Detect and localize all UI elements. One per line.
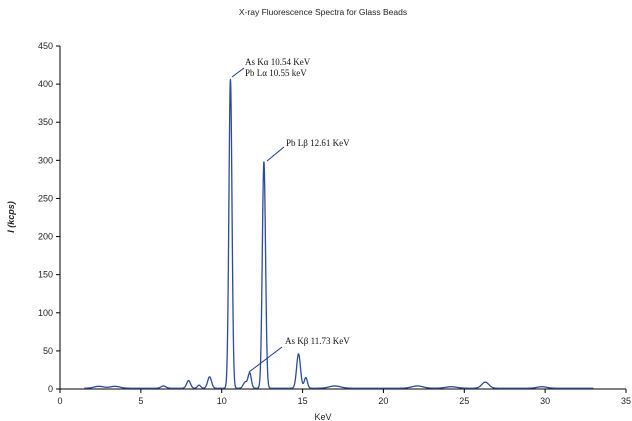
x-tick-label: 30	[540, 396, 550, 406]
y-tick-label: 150	[38, 270, 53, 280]
x-tick-label: 5	[138, 396, 143, 406]
annotation-leader-line	[248, 346, 283, 373]
axes	[59, 46, 626, 390]
y-axis-label: I (kcps)	[6, 201, 16, 233]
x-tick-label: 15	[298, 396, 308, 406]
x-tick-label: 10	[217, 396, 227, 406]
annotation-leader-line	[231, 67, 245, 78]
x-ticks: 0 5 10 15 20 25 30 35	[57, 389, 631, 406]
y-tick-label: 400	[38, 79, 53, 89]
y-tick-label: 450	[38, 41, 53, 51]
y-tick-label: 300	[38, 155, 53, 165]
y-tick-label: 250	[38, 193, 53, 203]
spectrum-series	[83, 78, 594, 389]
x-tick-label: 20	[378, 396, 388, 406]
annotation-leader-line	[266, 146, 285, 162]
y-tick-label: 200	[38, 232, 53, 242]
x-axis-label: KeV	[314, 412, 331, 421]
x-tick-label: 25	[459, 396, 469, 406]
spectrum-line	[83, 78, 594, 389]
peak-annotation-label: Pb Lβ 12.61 KeV	[286, 138, 350, 148]
y-ticks: 0 50 100 150 200 250 300 350 400 450	[38, 41, 60, 394]
y-tick-label: 50	[43, 346, 53, 356]
peak-annotation-label: Pb Lα 10.55 keV	[245, 68, 307, 78]
y-tick-label: 350	[38, 117, 53, 127]
x-tick-label: 35	[621, 396, 631, 406]
peak-annotation-label: As Kβ 11.73 KeV	[285, 336, 350, 346]
peak-annotation-label: As Kα 10.54 KeV	[245, 57, 311, 67]
chart-title: X-ray Fluorescence Spectra for Glass Bea…	[239, 7, 407, 17]
x-tick-label: 0	[57, 396, 62, 406]
y-tick-label: 100	[38, 308, 53, 318]
y-tick-label: 0	[48, 384, 53, 394]
